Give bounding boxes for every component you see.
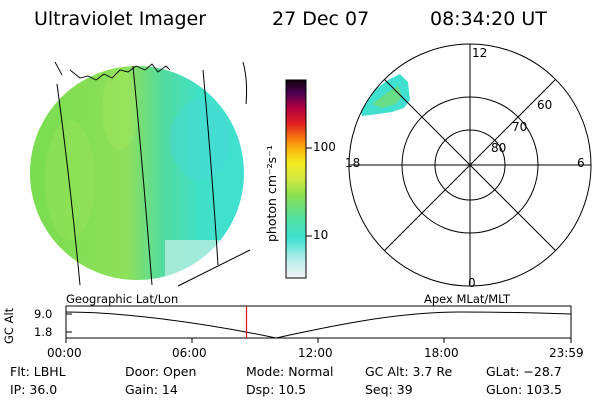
coastline: [54, 61, 171, 81]
mlt-label-18: 18: [345, 156, 361, 170]
mlt-label-12: 12: [472, 46, 488, 60]
filter-info: Flt: LBHL: [10, 364, 66, 379]
lat-label-60: 60: [537, 98, 553, 112]
geographic-caption: Geographic Lat/Lon: [66, 292, 179, 306]
lat-label-80: 80: [491, 141, 507, 155]
longitude-lines: [56, 61, 251, 287]
ip-info: IP: 36.0: [10, 382, 58, 397]
gc-alt-info: GC Alt: 3.7 Re: [365, 364, 453, 379]
mode-info: Mode: Normal: [246, 364, 334, 379]
timeline-xtick-1800: 18:00: [424, 346, 459, 360]
gain-info: Gain: 14: [125, 382, 178, 397]
auroral-patch: [360, 74, 410, 116]
timeline-ytick-top: 9.0: [34, 307, 53, 321]
time-label: 08:34:20 UT: [430, 8, 547, 30]
uv-disk: [30, 66, 244, 280]
timeline-xtick-2359: 23:59: [549, 346, 584, 360]
apex-caption: Apex MLat/MLT: [424, 292, 511, 306]
timeline-xtick-1200: 12:00: [298, 346, 333, 360]
glat-info: GLat: −28.7: [486, 364, 562, 379]
instrument-title: Ultraviolet Imager: [34, 8, 207, 30]
lat-label-70: 70: [512, 120, 528, 134]
door-info: Door: Open: [125, 364, 197, 379]
dsp-info: Dsp: 10.5: [246, 382, 307, 397]
mlt-label-6: 6: [577, 156, 585, 170]
timeline-xtick-0600: 06:00: [172, 346, 207, 360]
glon-info: GLon: 103.5: [486, 382, 562, 397]
timeline-ytick-bottom: 1.8: [34, 325, 53, 339]
mlt-label-0: 0: [468, 276, 476, 290]
polar-diagonal-2: [384, 79, 556, 251]
seq-info: Seq: 39: [365, 382, 413, 397]
colorbar-tick-10: 10: [313, 228, 329, 242]
date-label: 27 Dec 07: [272, 8, 370, 30]
timeline-xtick-0000: 00:00: [47, 346, 82, 360]
colorbar-tick-100: 100: [313, 140, 336, 154]
